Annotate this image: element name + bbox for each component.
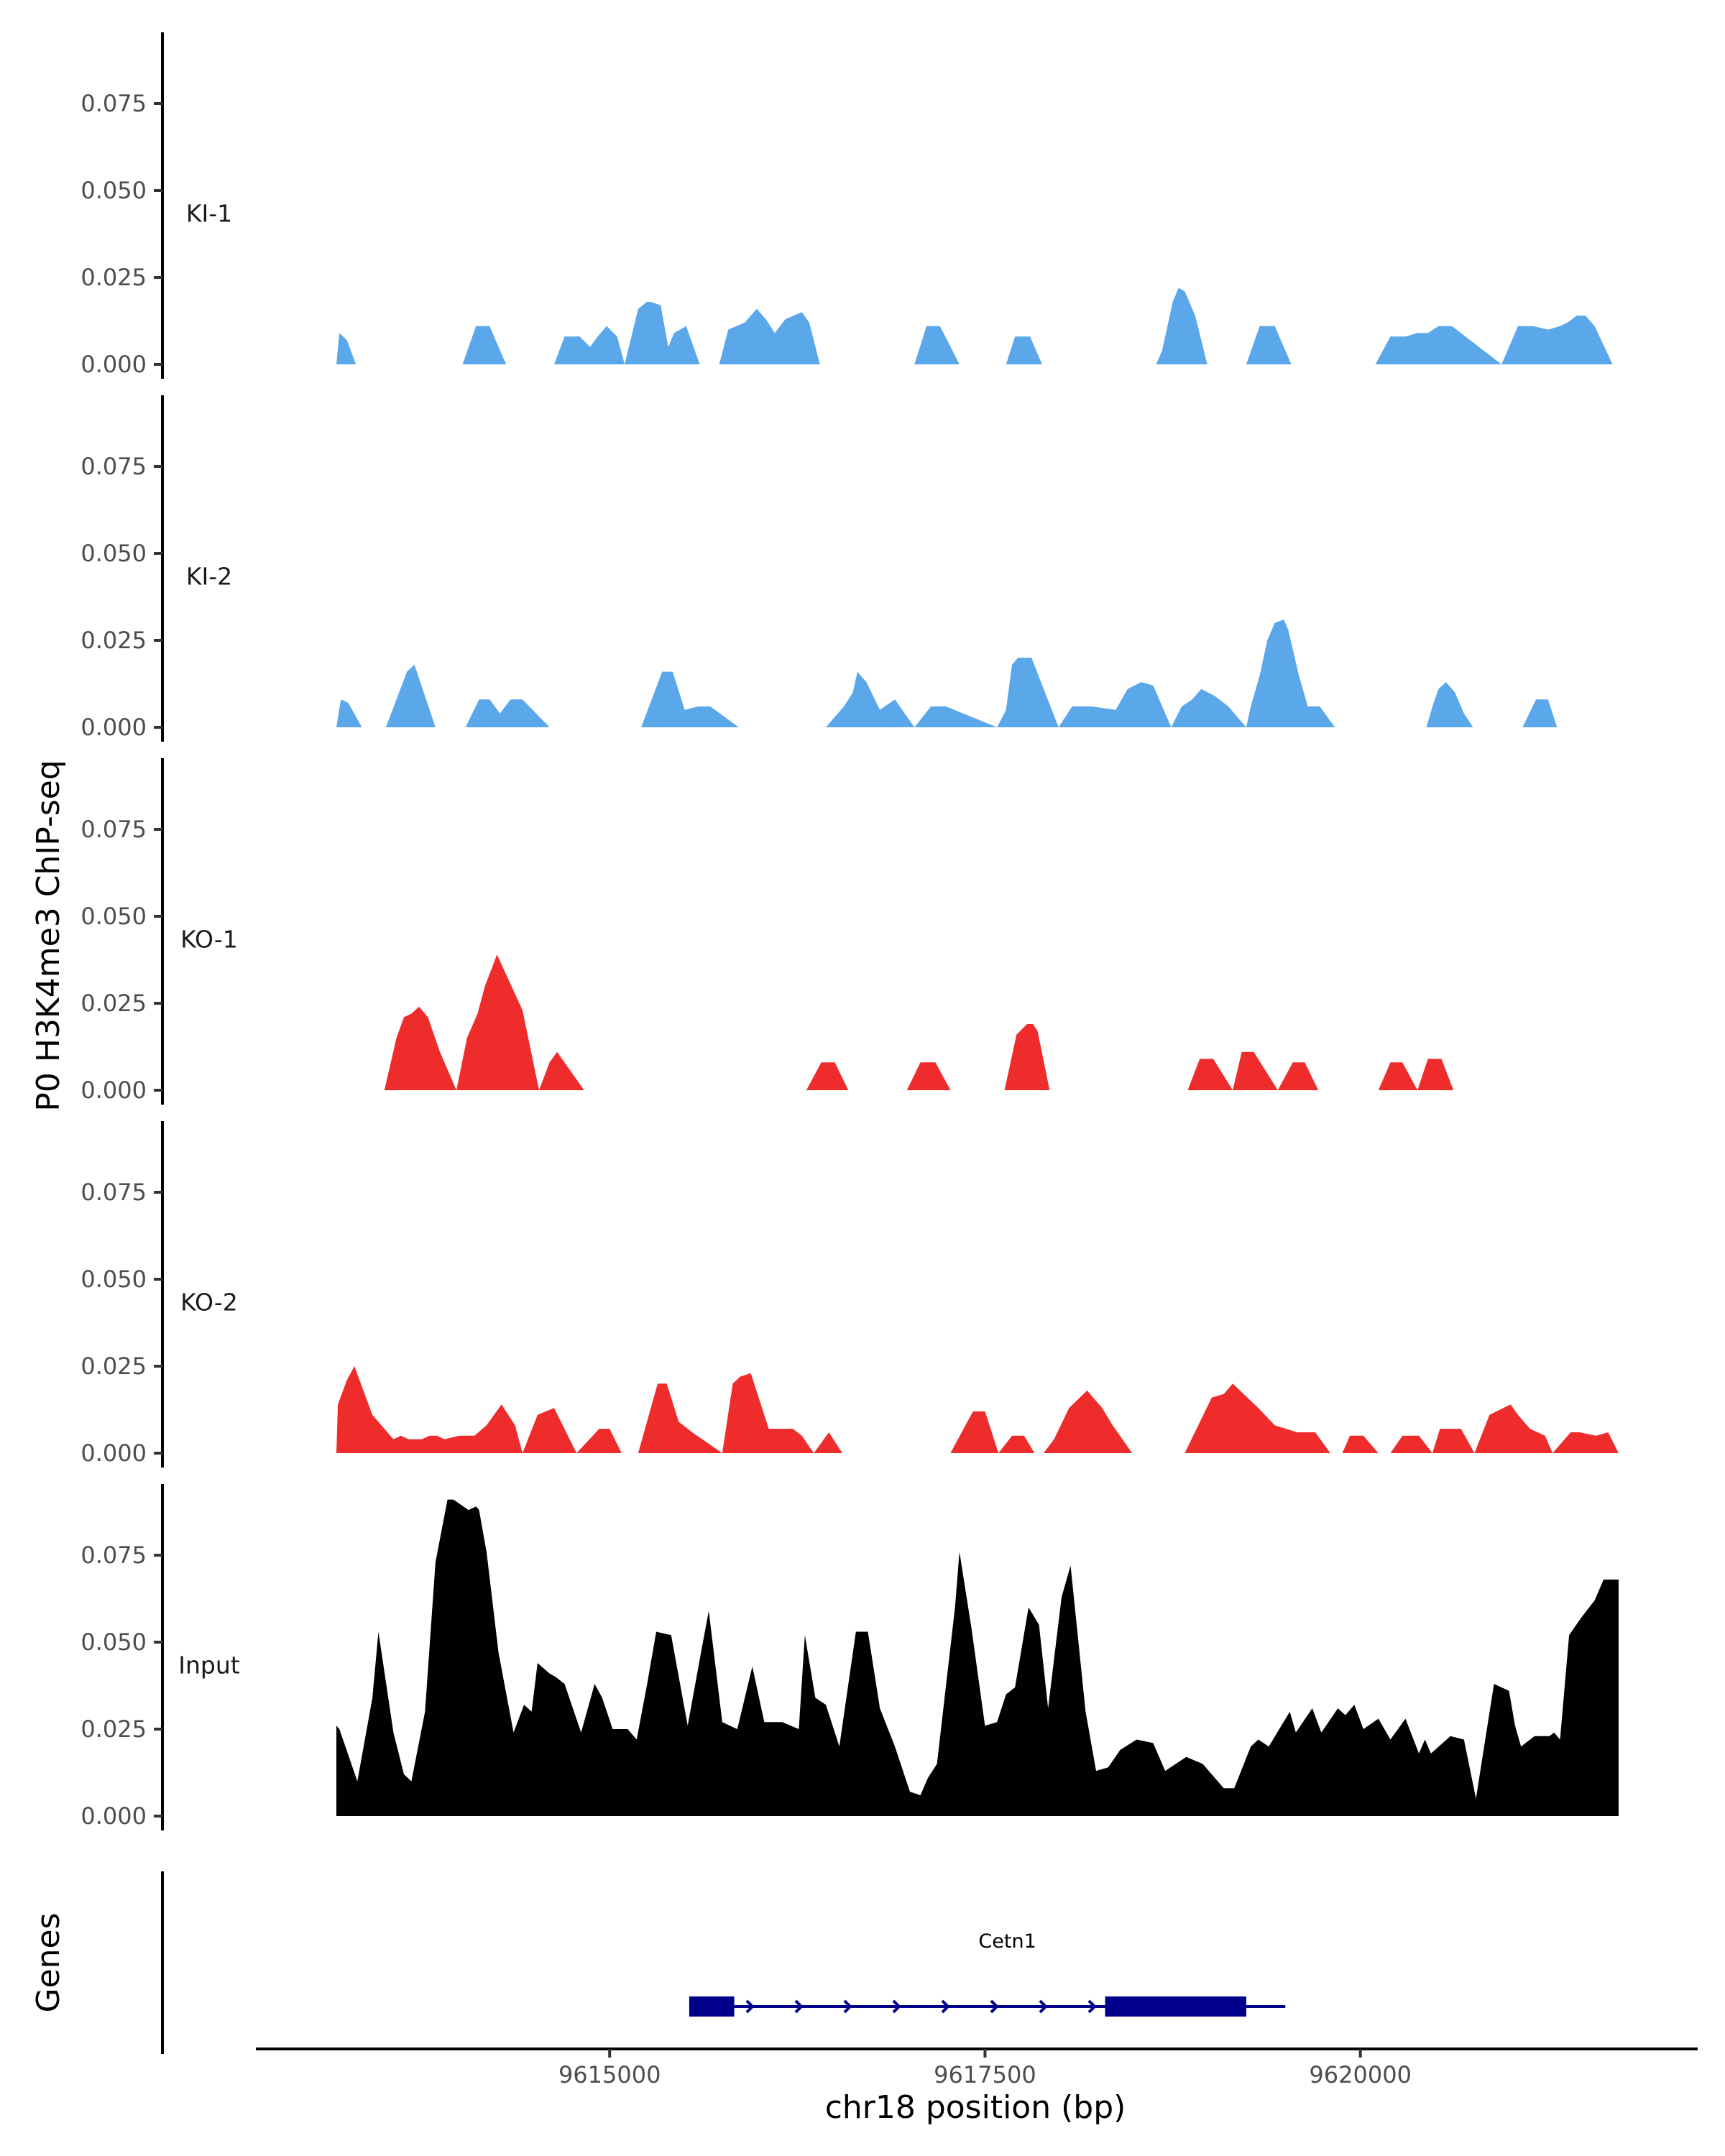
y-tick-label: 0.025 [80, 1715, 147, 1743]
strand-arrow [892, 1999, 901, 2014]
strand-arrow [1039, 1999, 1048, 2014]
x-axis-title: chr18 position (bp) [825, 2089, 1126, 2126]
x-ticks: 9615000 9617500 9620000 [558, 2049, 1412, 2088]
y-tick-label: 0.050 [80, 1628, 147, 1656]
x-axis: 9615000 9617500 9620000 chr18 position (bp… [256, 2047, 1698, 2126]
y-tick-label: 0.075 [80, 816, 147, 843]
gene-exon [1105, 1996, 1246, 2017]
y-tick-label: 0.075 [80, 453, 147, 480]
y-tick-label: 0.050 [80, 903, 147, 930]
track-label-input: Input [178, 1651, 240, 1679]
y-tick-label: 0.000 [80, 1439, 147, 1467]
track-panels: 0.0000.0250.0500.075KI-10.0000.0250.0500… [80, 32, 1619, 1830]
y-tick-label: 0.025 [80, 627, 147, 654]
signal-area-ko-2 [336, 1366, 1619, 1453]
y-tick-label: 0.050 [80, 540, 147, 567]
y-tick-label: 0.000 [80, 1077, 147, 1104]
track-label-ko-1: KO-1 [180, 925, 238, 953]
x-tick-label: 9615000 [558, 2061, 661, 2088]
track-panel-ko-2: 0.000 0.025 0.050 0.075 KO-2 [80, 1121, 1619, 1468]
y-tick-label: 0.000 [80, 714, 147, 741]
y-tick-label: 0.025 [80, 1353, 147, 1380]
gene-models: Cetn1 [689, 1930, 1286, 2017]
x-tick-label: 9617500 [934, 2061, 1036, 2088]
signal-area-ki-1 [336, 287, 1613, 364]
gene-cetn1: Cetn1 [689, 1930, 1286, 2017]
y-tick-label: 0.025 [80, 990, 147, 1017]
y-tick-label: 0.050 [80, 1266, 147, 1293]
strand-arrow [843, 1999, 852, 2014]
track-label-ki-1: KI-1 [186, 199, 232, 227]
signal-area-ki-2 [336, 619, 1558, 727]
y-tick-label: 0.050 [80, 177, 147, 204]
y-tick-label: 0.075 [80, 90, 147, 117]
x-tick-label: 9620000 [1309, 2061, 1412, 2088]
strand-arrow [794, 1999, 804, 2014]
gene-label-cetn1: Cetn1 [978, 1930, 1036, 1953]
strand-arrow [1087, 1999, 1097, 2014]
y-tick-label: 0.000 [80, 1802, 147, 1830]
strand-arrow [745, 1999, 755, 2014]
signal-area-input [336, 1499, 1619, 1816]
y-tick-label: 0.025 [80, 264, 147, 291]
y-tick-label: 0.075 [80, 1542, 147, 1569]
y-tick-label: 0.000 [80, 351, 147, 378]
genes-axis-title: Genes [30, 1912, 67, 2012]
track-panel-ko-1: 0.000 0.025 0.050 0.075 KO-1 [80, 758, 1467, 1105]
signal-area-ko-1 [384, 954, 1467, 1090]
track-label-ko-2: KO-2 [180, 1288, 238, 1316]
track-label-ki-2: KI-2 [186, 562, 232, 590]
genes-panel: Genes Cetn1 [30, 1871, 1286, 2054]
y-tick-label: 0.075 [80, 1179, 147, 1206]
track-panel-ki-2: 0.000 0.025 0.050 0.075 KI-2 [80, 395, 1558, 742]
y-axis-title: P0 H3K4me3 ChIP-seq [30, 760, 67, 1111]
strand-arrow [941, 1999, 950, 2014]
strand-arrow [990, 1999, 999, 2014]
track-panel-input: 0.000 0.025 0.050 0.075 Input [80, 1484, 1619, 1830]
gene-exon [689, 1996, 735, 2017]
track-panel-ki-1: 0.000 0.025 0.050 0.075 KI-1 [80, 32, 1613, 379]
